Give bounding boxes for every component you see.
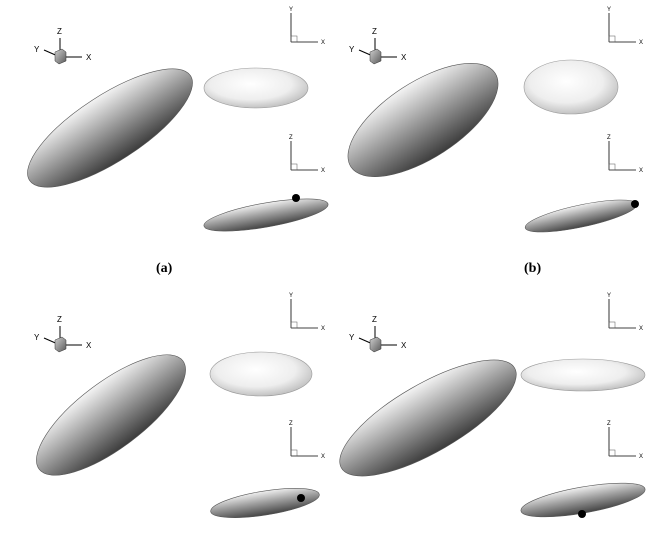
axis-z-label: Z [57, 315, 62, 324]
triad-xy: Y X [607, 7, 643, 46]
axis-x-label: X [321, 454, 325, 460]
axis-x-label: X [639, 40, 643, 46]
marker-dot [292, 194, 300, 202]
ellipsoid-top-view [523, 59, 619, 115]
ellipsoid-oblique [27, 68, 193, 188]
triad-xz: Z X [289, 421, 325, 460]
axis-y-label: Y [607, 293, 611, 299]
axis-y-label: Y [349, 45, 355, 54]
axis-x-label: X [639, 454, 643, 460]
ellipsoid-side-view [203, 198, 329, 232]
ellipsoid-side-view [524, 199, 638, 233]
ellipsoid-oblique [36, 354, 186, 476]
axis-z-label: Z [57, 27, 62, 36]
triad-xz: Z X [607, 135, 643, 174]
axis-cube-icon [54, 336, 67, 353]
triad-xz: Z X [289, 135, 325, 174]
axis-z-label: Z [607, 421, 611, 427]
ellipsoid-oblique [347, 63, 499, 177]
axis-cube-icon [369, 48, 382, 65]
triad-3d: Z X Y [34, 315, 92, 353]
axis-x-label: X [321, 40, 325, 46]
axis-z-label: Z [289, 135, 293, 141]
axis-x-label: X [401, 53, 407, 62]
axis-x-label: X [86, 341, 92, 350]
axis-x-label: X [321, 326, 325, 332]
marker-dot [578, 510, 586, 518]
panel-b: Z X Y Y X Z X (b) [347, 7, 643, 276]
ellipsoid-top-view [520, 358, 646, 392]
triad-xz: Z X [607, 421, 643, 460]
axis-x-label: X [86, 53, 92, 62]
triad-3d: Z X Y [349, 27, 407, 65]
triad-3d: Z X Y [34, 27, 92, 65]
axis-z-label: Z [372, 27, 377, 36]
axis-x-label: X [401, 341, 407, 350]
axis-y-label: Y [34, 333, 40, 342]
axis-cube-icon [54, 48, 67, 65]
triad-xy: Y X [607, 293, 643, 332]
ellipsoid-oblique [339, 359, 517, 477]
axis-z-label: Z [372, 315, 377, 324]
marker-dot [297, 494, 305, 502]
axis-x-label: X [321, 168, 325, 174]
axis-x-label: X [639, 168, 643, 174]
triad-3d: Z X Y [349, 315, 407, 353]
axis-y-label: Y [34, 45, 40, 54]
ellipsoid-top-view [209, 351, 313, 397]
triad-xy: Y X [289, 293, 325, 332]
axis-z-label: Z [607, 135, 611, 141]
axis-y-label: Y [289, 7, 293, 13]
panel-label: (a) [156, 261, 173, 276]
panel-c: Z X Y Y X Z X [34, 293, 325, 518]
axis-x-label: X [639, 326, 643, 332]
axis-y-label: Y [349, 333, 355, 342]
marker-dot [631, 200, 639, 208]
axis-z-label: Z [289, 421, 293, 427]
panel-d: Z X Y Y X Z X [339, 293, 646, 518]
panel-a: Z X Y Y X Z X (a) [27, 7, 329, 276]
ellipsoid-side-view [210, 488, 320, 518]
panel-label: (b) [524, 261, 541, 276]
axis-cube-icon [369, 336, 382, 353]
axis-y-label: Y [607, 7, 611, 13]
axis-y-label: Y [289, 293, 293, 299]
triad-xy: Y X [289, 7, 325, 46]
ellipsoid-top-view [203, 67, 309, 109]
